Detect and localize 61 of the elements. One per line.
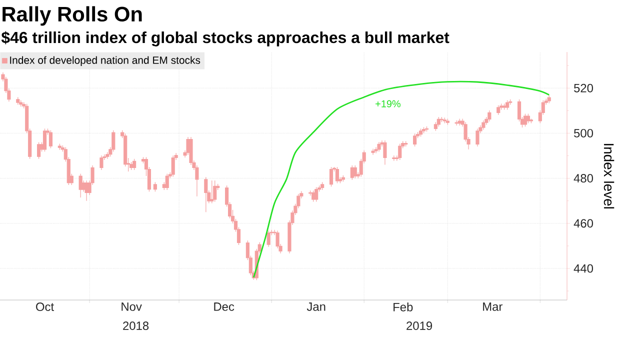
candlestick: [165, 173, 169, 190]
candlestick: [210, 180, 214, 204]
candlestick: [37, 142, 41, 160]
candlestick: [488, 110, 492, 122]
y-tick-label: 440: [574, 264, 594, 273]
candlestick: [529, 118, 533, 124]
line-series: [252, 80, 550, 278]
candlestick: [16, 96, 20, 106]
x-tick-label: Nov: [122, 302, 142, 311]
chart-title: Rally Rolls On: [2, 6, 142, 26]
candlestick: [496, 104, 500, 116]
candlestick: [413, 133, 417, 147]
candlestick: [58, 143, 62, 150]
candlestick: [42, 128, 47, 152]
x-tick-label: Dec: [214, 302, 234, 311]
candlestick: [266, 230, 270, 248]
y-axis-title: Index level: [604, 144, 614, 208]
candlestick: [547, 95, 551, 104]
y-tick-label: 480: [574, 174, 594, 182]
candlestick: [442, 117, 446, 124]
candlestick: [335, 166, 340, 184]
x-tick-label: Oct: [36, 302, 54, 311]
text: 2019: [406, 322, 432, 330]
candlestick: [320, 182, 324, 190]
candlestick: [204, 176, 208, 212]
candlestick: [404, 140, 408, 147]
y-tick-label: 500: [574, 128, 594, 138]
candlestick: [84, 180, 88, 202]
x-tick-label: Mar: [483, 302, 502, 311]
candlestick: [506, 100, 510, 110]
candlestick: [526, 113, 530, 124]
candlestick: [383, 140, 387, 166]
candlestick: [171, 155, 175, 177]
candlestick: [329, 166, 334, 187]
candlestick: [502, 103, 506, 110]
chart-subtitle: $46 trillion index of global stocks approaches a bull market: [1, 31, 450, 46]
x-tick-label: Feb: [394, 302, 413, 312]
y-tick-label: 520: [574, 84, 594, 92]
candlestick: [353, 165, 357, 179]
candlestick: [398, 143, 402, 160]
candlestick: [314, 186, 318, 202]
candlestick: [508, 99, 512, 106]
candlestick: [48, 130, 53, 149]
candlestick: [100, 155, 104, 170]
candlestick: [476, 128, 480, 147]
y-tick-label: 460: [574, 219, 594, 228]
annotation: +19%: [376, 100, 400, 108]
candlestick: [418, 128, 423, 137]
candlestick: [213, 180, 217, 202]
text: 2018: [123, 322, 149, 330]
candlestick: [19, 100, 23, 107]
candlestick: [446, 118, 450, 126]
legend-label: Index of developed nation and EM stocks: [10, 56, 200, 66]
candlestick: [436, 116, 440, 127]
candlestick: [422, 126, 426, 134]
candlestick: [482, 120, 486, 130]
x-tick-label: Jan: [306, 302, 326, 311]
candlestick: [132, 158, 136, 170]
candlestick: [377, 142, 381, 152]
candlestick: [371, 148, 375, 156]
candlestick: [153, 182, 157, 192]
